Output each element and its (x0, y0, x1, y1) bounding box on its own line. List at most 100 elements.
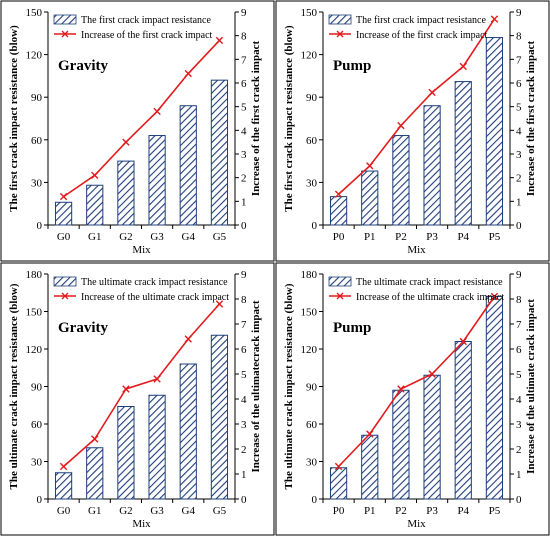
marker-stroke (428, 370, 436, 378)
legend: The first crack impact resistance Increas… (328, 14, 488, 41)
x-tick-label: G5 (213, 505, 227, 517)
line-point-G5 (215, 300, 224, 308)
bar-G5 (210, 79, 229, 226)
line-point-P0 (334, 462, 343, 471)
y2-tick-label: 0 (516, 494, 522, 506)
bar-P5 (485, 37, 504, 226)
bar-G4 (179, 363, 197, 500)
marker-stroke (334, 462, 343, 471)
marker-stroke (91, 435, 99, 443)
line-point-P2 (397, 385, 405, 393)
bar-G5 (210, 334, 229, 500)
x-tick-label: P1 (364, 231, 376, 243)
y2-tick-label: 8 (241, 31, 247, 43)
marker-stroke (334, 190, 343, 198)
line-series (63, 303, 221, 468)
y2-tick-label: 7 (516, 54, 522, 66)
legend-line-label: Increase of the first crack impact (81, 30, 213, 41)
y-tick-label: 30 (306, 457, 318, 469)
x-tick-label: P3 (426, 505, 438, 517)
y-tick-label: 150 (301, 307, 318, 319)
panel-frame (0, 0, 275, 262)
panel-frame (0, 262, 275, 536)
y2-tick-label: 4 (516, 125, 522, 137)
marker-stroke (59, 462, 68, 471)
y2-tick-label: 9 (241, 269, 247, 281)
x-tick-label: G2 (119, 231, 132, 243)
line-point-G4 (184, 69, 192, 78)
legend-line-marker (336, 30, 344, 38)
legend-line-marker (336, 292, 344, 300)
legend-line-label: Increase of the ultimate crack impact (81, 292, 229, 303)
y2-axis-title: Increase of the ultimate crack impact (525, 299, 537, 474)
legend-line-label: Increase of the ultimate crack impact (356, 292, 504, 303)
bar-G3 (148, 135, 166, 226)
marker-stroke (215, 300, 224, 308)
y-tick-label: 150 (301, 7, 318, 19)
bar-P2 (392, 389, 410, 500)
marker-stroke (397, 385, 405, 393)
panel-frame (275, 262, 550, 536)
marker-stroke (490, 292, 499, 301)
bar-P4 (454, 341, 472, 500)
y-tick-label: 120 (26, 344, 43, 356)
chart-panel-4: 0 30 60 90 120 150 180 0 1 2 3 4 5 6 7 8 9 P0 P1 P2 P3 P4 P5 Mi… (275, 262, 550, 536)
line-point-P5 (490, 292, 499, 301)
bar-P0 (329, 467, 348, 500)
bar-G1 (86, 447, 104, 500)
y-tick-label: 120 (301, 50, 318, 62)
y-tick-label: 60 (31, 419, 43, 431)
line-point-P4 (459, 62, 467, 71)
chart-panel-1: 0 30 60 90 120 150 0 1 2 3 4 5 6 7 8 9 G0 G1 G2 G3 G4 G5 Mix Th… (0, 0, 275, 262)
x-tick-label: G1 (88, 231, 101, 243)
y-tick-label: 90 (306, 92, 318, 104)
legend-bar-swatch (328, 14, 352, 25)
y-tick-label: 60 (31, 135, 43, 147)
panel-frame (275, 0, 550, 262)
y-tick-label: 0 (37, 220, 43, 232)
line-point-G0 (59, 462, 68, 471)
line-series (63, 39, 220, 198)
legend-bar-swatch (53, 14, 77, 25)
y2-tick-label: 2 (241, 173, 247, 185)
y2-tick-label: 0 (241, 494, 247, 506)
marker-stroke (459, 337, 467, 346)
x-tick-label: P5 (489, 231, 501, 243)
bar-G4 (179, 105, 197, 226)
bar-P1 (361, 170, 379, 226)
marker-stroke (397, 121, 405, 130)
line-point-P4 (459, 337, 467, 346)
y2-tick-label: 5 (241, 369, 247, 381)
y-tick-label: 180 (301, 269, 318, 281)
marker-stroke (122, 385, 130, 393)
y-tick-label: 180 (26, 269, 43, 281)
x-tick-label: P4 (457, 505, 469, 517)
line-point-G2 (122, 138, 130, 146)
y2-axis-title: Increase of the first crack impact (250, 41, 262, 197)
x-tick-label: P3 (426, 231, 438, 243)
line-point-P1 (366, 162, 374, 170)
legend-line-label: Increase of the first crack impact (356, 30, 488, 41)
legend-bar-swatch (328, 276, 352, 287)
marker-stroke (59, 192, 68, 201)
x-axis-title: Mix (407, 244, 426, 256)
line-point-P2 (397, 121, 405, 130)
y-tick-label: 60 (306, 419, 318, 431)
bar-P3 (423, 105, 441, 226)
x-tick-label: P0 (333, 505, 345, 517)
line-point-P1 (366, 430, 374, 438)
y2-tick-label: 7 (516, 319, 522, 331)
legend-line-marker (61, 30, 69, 38)
x-tick-label: G0 (57, 505, 71, 517)
y2-axis-title: Increase of the ultimatecrack impact (250, 300, 262, 472)
x-tick-label: G2 (119, 505, 132, 517)
marker-stroke (428, 88, 436, 97)
legend: The first crack impact resistance Increas… (53, 14, 213, 41)
line-point-P3 (428, 370, 436, 378)
y2-tick-label: 0 (516, 220, 522, 232)
x-axis-title: Mix (132, 244, 151, 256)
line-point-G5 (215, 36, 224, 45)
marker-stroke (122, 138, 130, 146)
line-point-G3 (153, 107, 161, 116)
